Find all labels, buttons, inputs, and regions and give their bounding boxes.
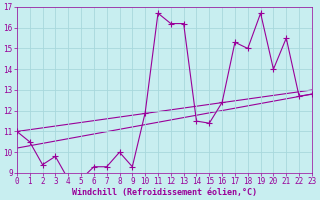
X-axis label: Windchill (Refroidissement éolien,°C): Windchill (Refroidissement éolien,°C) bbox=[72, 188, 257, 197]
